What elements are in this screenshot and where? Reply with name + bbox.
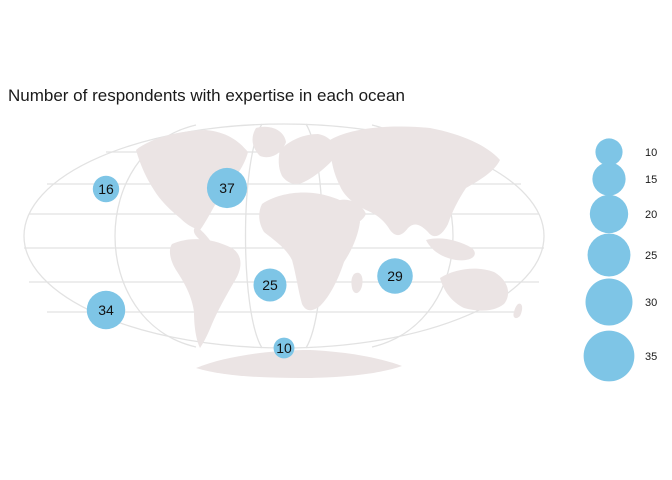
legend-key-label: 15 <box>645 174 657 186</box>
africa <box>259 192 360 311</box>
legend-key-circle <box>592 162 626 196</box>
ocean-bubble-label: 16 <box>98 181 114 197</box>
ocean-bubble <box>377 258 413 294</box>
legend-key-circle <box>595 138 623 166</box>
size-legend: 10 15 20 25 30 35 <box>583 138 657 382</box>
north-america <box>136 130 248 230</box>
legend-key-label: 35 <box>645 351 657 363</box>
ocean-bubble-label: 34 <box>98 302 114 318</box>
legend-key-circle <box>585 278 633 326</box>
new-zealand <box>513 303 523 319</box>
ocean-bubble <box>92 175 120 203</box>
legend-key-circle <box>589 194 629 234</box>
legend-key-label: 10 <box>645 147 657 159</box>
arabia <box>339 199 366 224</box>
ocean-bubble <box>206 167 248 209</box>
greenland <box>252 126 286 158</box>
ocean-bubble <box>86 290 126 330</box>
ocean-bubble-label: 37 <box>219 180 235 196</box>
ocean-bubbles: 16 37 34 25 29 10 <box>86 167 413 359</box>
legend-key-circle <box>587 233 631 277</box>
meridian-center-west <box>244 123 263 349</box>
asia <box>330 126 500 237</box>
legend-key-label: 30 <box>645 297 657 309</box>
southeast-asia <box>426 238 475 261</box>
australia <box>440 268 509 311</box>
south-america <box>169 239 241 348</box>
ocean-bubble-label: 25 <box>262 277 278 293</box>
legend-key-label: 25 <box>645 250 657 262</box>
land-masses <box>136 126 523 378</box>
legend-key-label: 20 <box>645 209 657 221</box>
map-title: Number of respondents with expertise in … <box>8 86 405 105</box>
legend-key-circle <box>583 330 635 382</box>
antarctica <box>196 350 402 378</box>
ocean-bubble-label: 10 <box>276 340 292 356</box>
ocean-bubble <box>253 268 287 302</box>
europe <box>278 134 337 184</box>
madagascar <box>351 272 363 294</box>
ocean-bubble-label: 29 <box>387 268 403 284</box>
ocean-bubble <box>273 337 295 359</box>
